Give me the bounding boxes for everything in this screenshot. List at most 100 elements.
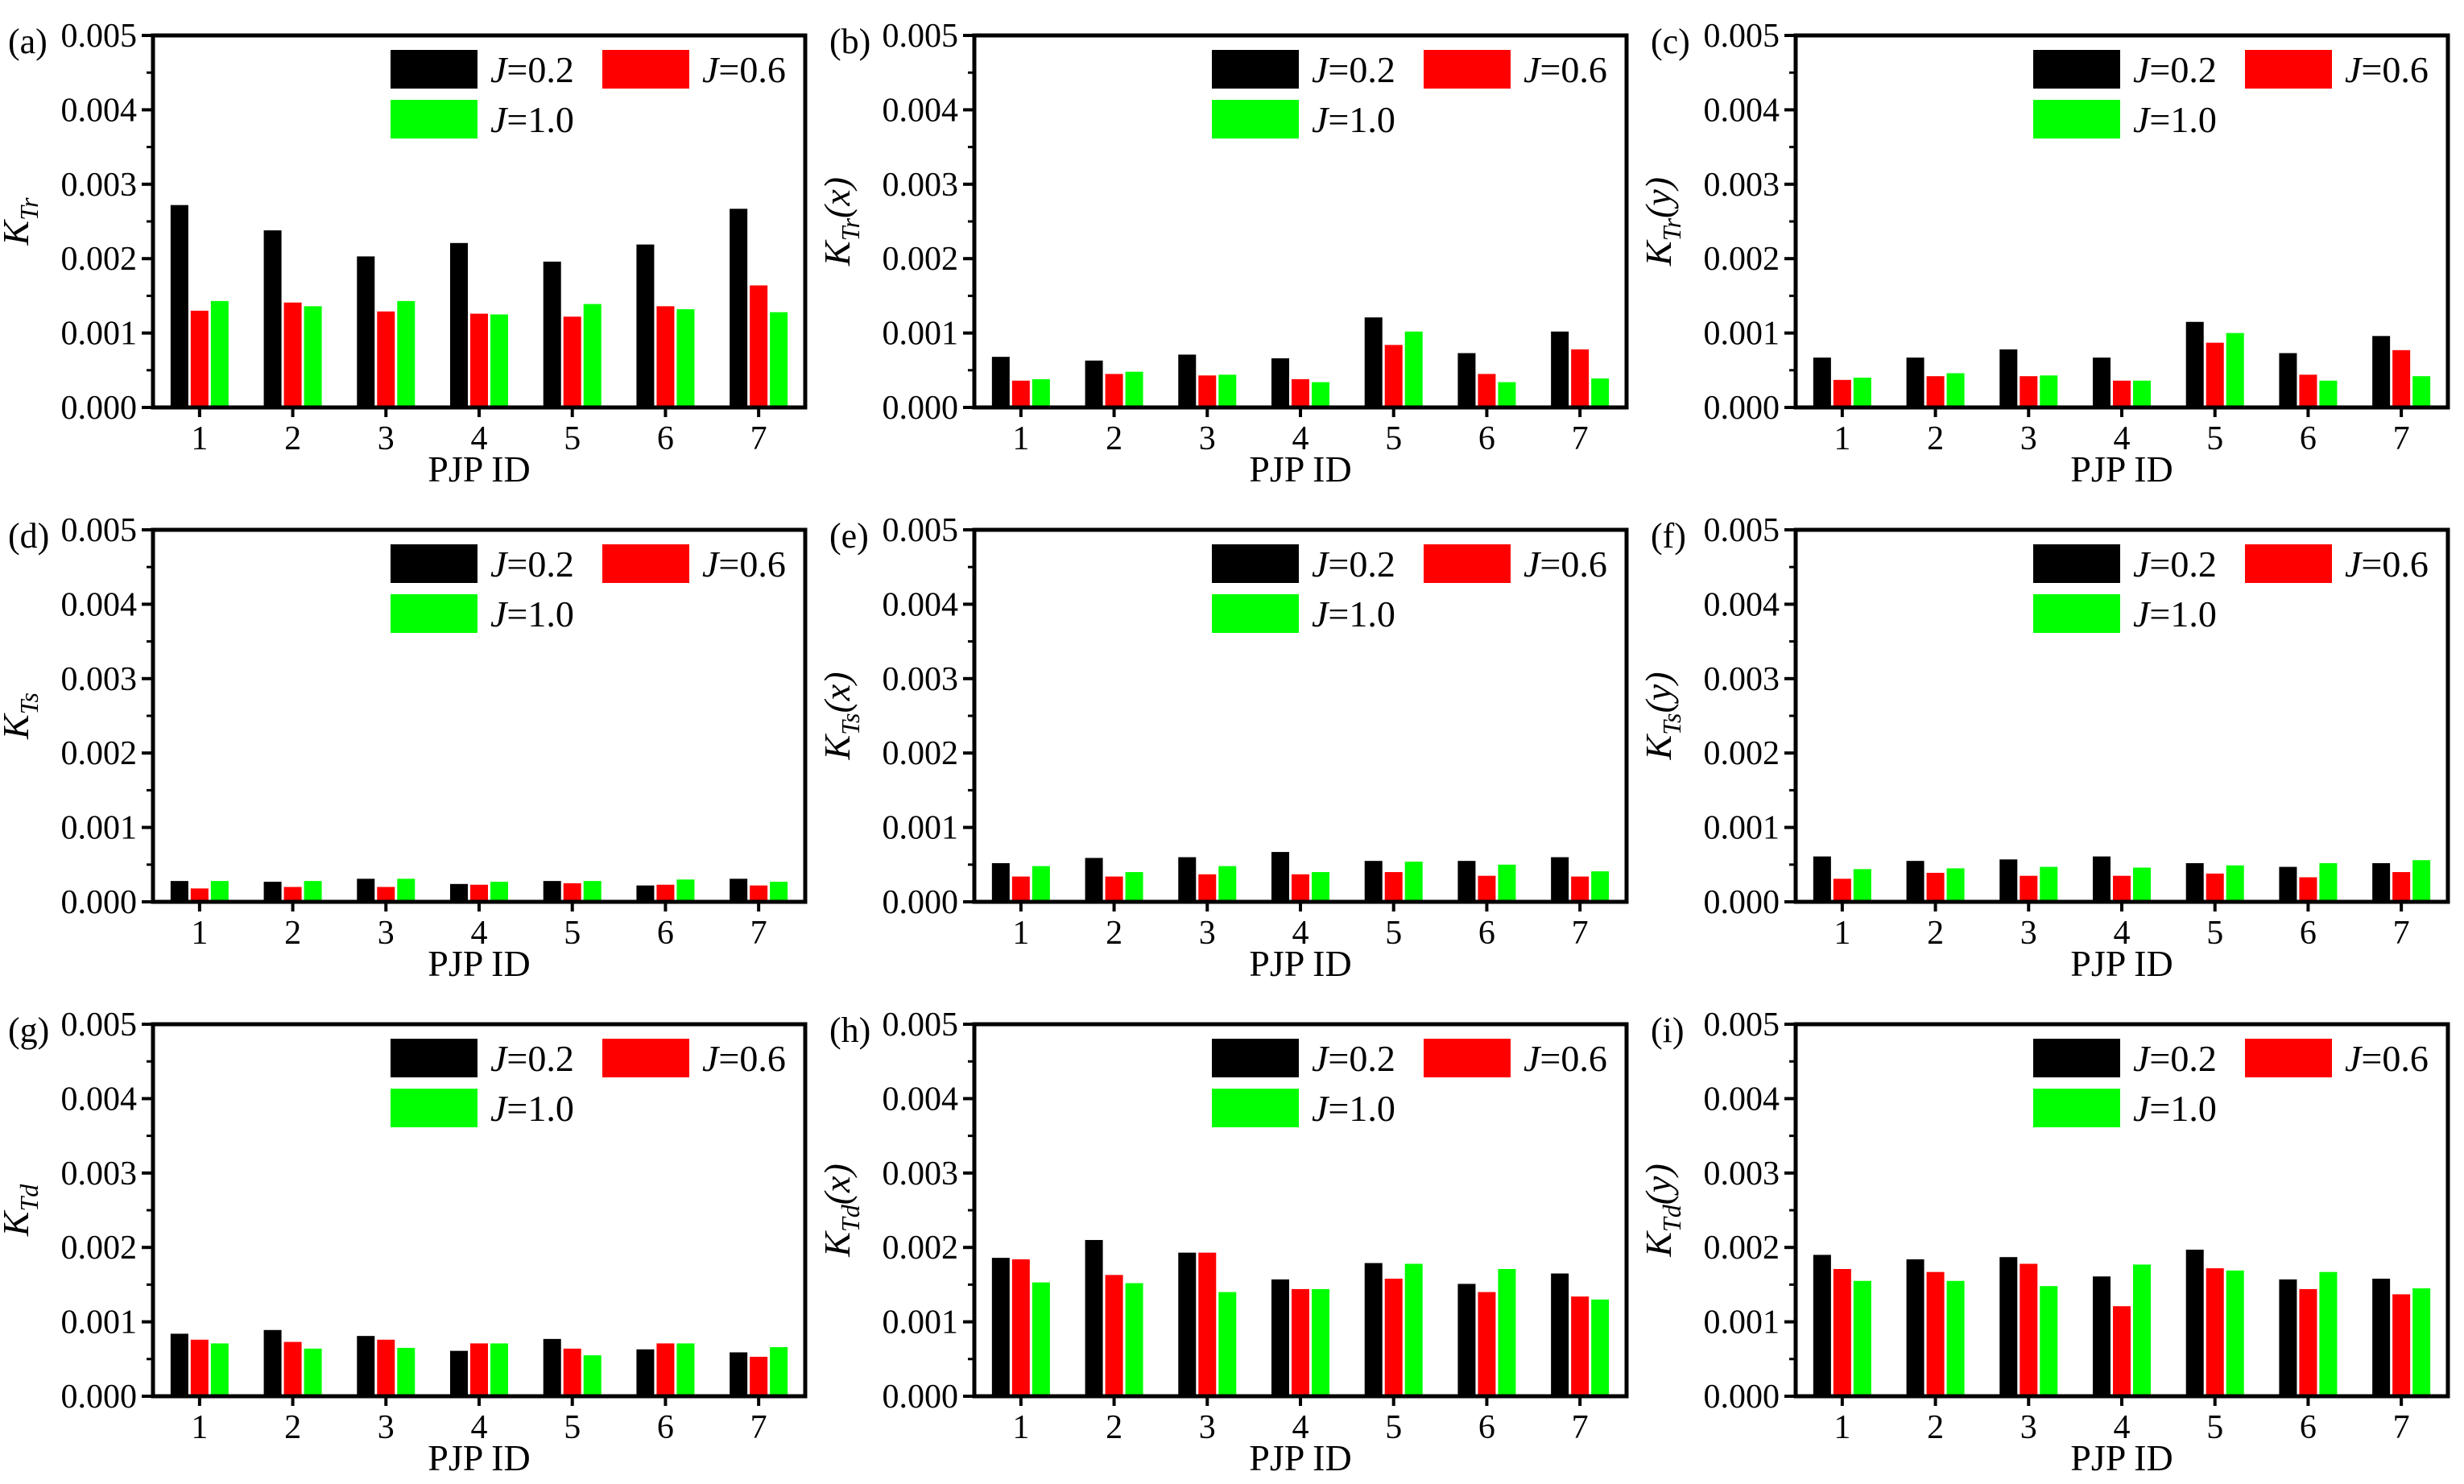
legend-var: J xyxy=(2345,49,2363,90)
y-tick-label: 0.000 xyxy=(61,884,138,921)
y-tick-label: 0.001 xyxy=(61,316,138,353)
legend-var: J xyxy=(702,544,721,585)
y-axis-label: KTs xyxy=(0,692,43,740)
bar-J06-pjp3 xyxy=(1198,1252,1217,1396)
bar-J10-pjp6 xyxy=(676,879,695,902)
legend-var: J xyxy=(1523,49,1542,90)
legend-swatch-J02 xyxy=(391,1039,478,1077)
bar-J06-pjp1 xyxy=(1011,876,1030,902)
y-tick-label: 0.005 xyxy=(1704,1007,1780,1044)
legend-swatch-J02 xyxy=(2033,50,2120,89)
bar-J10-pjp3 xyxy=(2040,375,2058,407)
x-tick-label: 6 xyxy=(657,420,674,457)
legend-label-J06: J=0.6 xyxy=(702,544,786,585)
bar-J10-pjp5 xyxy=(583,881,602,902)
x-tick-label: 2 xyxy=(284,420,301,457)
legend: J=0.2 J=0.6J=1.0 xyxy=(391,1038,786,1129)
bar-J02-pjp7 xyxy=(730,1352,748,1396)
y-axis-label: KTr(y) xyxy=(1638,177,1686,267)
y-tick-label: 0.000 xyxy=(883,884,959,921)
bar-J06-pjp5 xyxy=(1384,345,1403,407)
legend-swatch-J02 xyxy=(1212,544,1299,583)
x-tick-label: 1 xyxy=(1012,1409,1029,1446)
bar-J10-pjp7 xyxy=(1591,378,1610,407)
legend-value: =0.2 xyxy=(2149,49,2216,90)
y-tick-label: 0.005 xyxy=(883,512,959,549)
bar-J02-pjp6 xyxy=(2279,1279,2297,1396)
y-tick-label: 0.001 xyxy=(1704,316,1780,353)
bar-J02-pjp5 xyxy=(2185,1249,2204,1396)
x-tick-label: 7 xyxy=(750,420,767,457)
bar-J06-pjp7 xyxy=(750,885,768,902)
legend-var: J xyxy=(2133,49,2152,90)
panel-d: 0.000 0.001 0.002 0.003 0.004 0.005 1 2 3 4 5 6 7 PJP… xyxy=(0,512,808,984)
legend-swatch-J10 xyxy=(2033,1089,2120,1127)
bar-J06-pjp2 xyxy=(283,887,302,902)
legend-label-J02: J=0.2 xyxy=(2133,1038,2217,1079)
legend-label-J06: J=0.6 xyxy=(2345,544,2429,585)
x-tick-label: 6 xyxy=(1478,1409,1495,1446)
bar-J10-pjp1 xyxy=(1853,869,1871,902)
legend-value: =0.6 xyxy=(1540,49,1606,90)
y-tick-label: 0.001 xyxy=(1704,810,1780,847)
bar-J02-pjp5 xyxy=(1364,317,1383,407)
x-tick-label: 2 xyxy=(284,915,301,952)
legend-swatch-J10 xyxy=(391,100,478,138)
bar-J06-pjp1 xyxy=(190,310,209,407)
bar-J06-pjp4 xyxy=(2113,380,2131,407)
bar-J02-pjp4 xyxy=(2093,358,2111,407)
x-tick-label: 4 xyxy=(1292,420,1309,457)
legend-value: =0.6 xyxy=(718,49,785,90)
bar-J06-pjp4 xyxy=(1292,378,1309,407)
bar-J02-pjp1 xyxy=(170,1333,188,1396)
x-tick-label: 6 xyxy=(657,1409,674,1446)
legend-label-J02: J=0.2 xyxy=(490,544,574,585)
bar-J10-pjp6 xyxy=(676,1343,695,1396)
y-label-sub: Ts xyxy=(14,692,43,714)
bar-J02-pjp2 xyxy=(1906,1259,1924,1396)
x-axis-label: PJP ID xyxy=(2070,943,2173,984)
legend-swatch-J06 xyxy=(602,1039,689,1077)
bar-J10-pjp2 xyxy=(1946,373,1965,407)
x-tick-label: 4 xyxy=(2114,915,2131,952)
legend-label-J06: J=0.6 xyxy=(1523,544,1607,585)
legend-value: =1.0 xyxy=(1328,99,1395,140)
bar-J02-pjp6 xyxy=(1457,861,1476,902)
x-axis-label: PJP ID xyxy=(428,943,530,984)
bar-J10-pjp3 xyxy=(397,1347,415,1396)
panel-a: 0.000 0.001 0.002 0.003 0.004 0.005 1 2 3 4 5 6 7 PJP… xyxy=(0,18,808,490)
legend-label-J10: J=1.0 xyxy=(1312,593,1395,635)
bar-J02-pjp4 xyxy=(450,1350,468,1396)
legend-var: J xyxy=(2345,544,2363,585)
x-tick-label: 4 xyxy=(2114,1409,2131,1446)
bar-J10-pjp4 xyxy=(490,882,508,902)
legend-label-J10: J=1.0 xyxy=(2133,1088,2217,1129)
bar-J02-pjp4 xyxy=(1271,852,1289,902)
bar-J06-pjp1 xyxy=(1833,1268,1851,1396)
y-tick-label: 0.001 xyxy=(61,810,138,847)
bar-J02-pjp4 xyxy=(450,242,468,407)
legend: J=0.2 J=0.6J=1.0 xyxy=(2033,1038,2429,1129)
legend-label-J10: J=1.0 xyxy=(2133,593,2217,635)
y-tick-label: 0.005 xyxy=(1704,512,1780,549)
legend-value: =1.0 xyxy=(506,99,573,140)
legend-var: J xyxy=(1312,49,1330,90)
bar-J06-pjp2 xyxy=(283,1341,302,1396)
bar-J06-pjp6 xyxy=(2299,877,2317,902)
bar-J02-pjp1 xyxy=(1813,358,1831,407)
x-tick-label: 6 xyxy=(657,915,674,952)
bar-J10-pjp5 xyxy=(2226,1270,2244,1396)
bar-J06-pjp7 xyxy=(750,285,768,407)
bar-J02-pjp7 xyxy=(2372,336,2391,407)
bar-J06-pjp3 xyxy=(1198,375,1217,407)
bar-J06-pjp3 xyxy=(2020,1263,2038,1396)
bar-J10-pjp3 xyxy=(1218,374,1237,407)
legend-var: J xyxy=(490,49,509,90)
bar-J10-pjp6 xyxy=(2319,862,2338,902)
y-label-main: K xyxy=(1638,239,1679,267)
x-tick-label: 7 xyxy=(750,915,767,952)
y-tick-label: 0.005 xyxy=(61,512,138,549)
y-tick-label: 0.000 xyxy=(1704,390,1780,427)
legend-value: =0.2 xyxy=(1328,1038,1395,1079)
legend-value: =1.0 xyxy=(1328,593,1395,635)
